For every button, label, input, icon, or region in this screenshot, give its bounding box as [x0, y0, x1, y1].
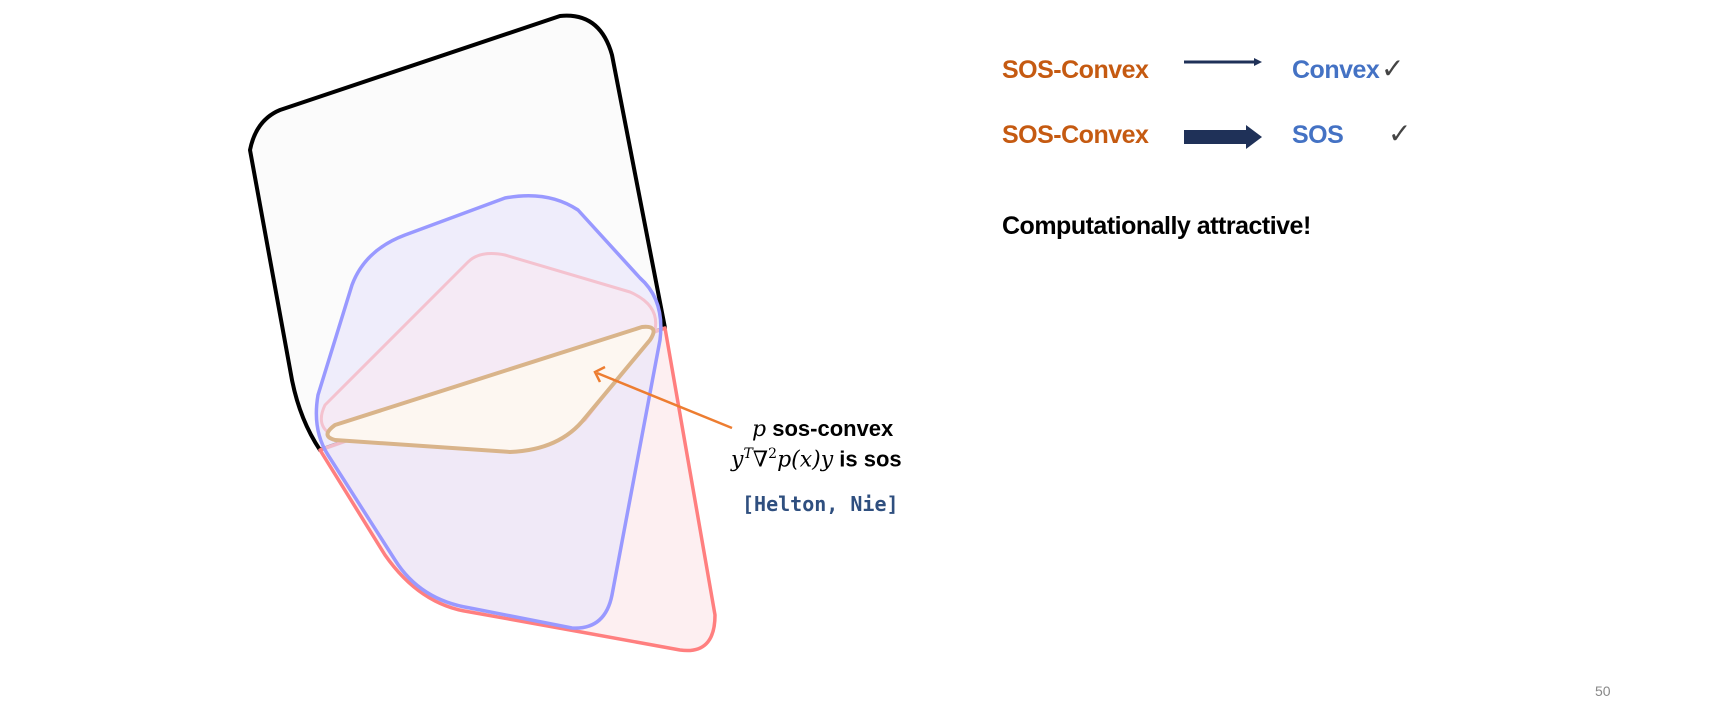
annotation-arrow-head [593, 365, 606, 383]
check-icon: ✓ [1381, 53, 1405, 84]
check-icon: ✓ [1388, 118, 1412, 149]
right-arrow-thin-icon [1184, 58, 1262, 66]
remark-text: Computationally attractive! [1002, 212, 1311, 240]
formula-nabla: ∇ [752, 447, 769, 473]
implication-2-from: SOS-Convex [1002, 121, 1149, 149]
page-number: 50 [1595, 683, 1611, 699]
formula-sup-t: T [743, 446, 753, 462]
var-p: p [752, 417, 767, 442]
sos-convex-set-tan [325, 324, 656, 454]
implication-1-from: SOS-Convex [1002, 56, 1149, 84]
citation: [Helton, Nie] [742, 492, 899, 516]
formula-y: y [731, 447, 744, 473]
right-arrow-thick-icon [1184, 125, 1262, 149]
annotation-formula: yT∇2p(x)y is sos [731, 446, 902, 472]
formula-suffix: is sos [839, 446, 902, 472]
annotation-arrow-line [596, 371, 733, 430]
annotation-line1: p sos-convex [752, 416, 893, 442]
implication-2-to: SOS [1292, 121, 1344, 149]
sos-convex-label: sos-convex [772, 416, 894, 441]
formula-sup-2: 2 [768, 446, 778, 462]
convex-sets-diagram [248, 13, 733, 653]
implication-1-to: Convex [1292, 56, 1380, 84]
formula-rest: p(x)y [777, 447, 834, 473]
